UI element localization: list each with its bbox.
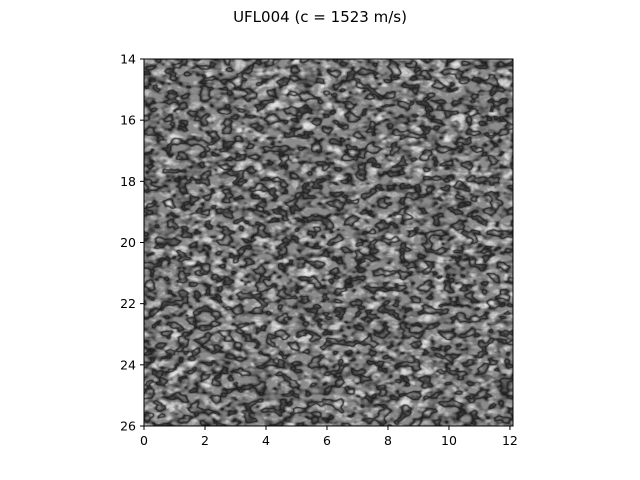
x-tick-label: 6 [323,433,331,448]
y-tick-label: 16 [120,113,136,128]
x-tick-label: 0 [140,433,148,448]
plot-area [144,59,513,426]
x-tick-label: 4 [262,433,270,448]
x-tick-label: 2 [201,433,209,448]
speckle-image [144,59,513,426]
x-tick-label: 10 [441,433,457,448]
y-tick-label: 20 [120,235,136,250]
y-tick-label: 14 [120,52,136,67]
y-tick-label: 24 [120,357,136,372]
figure-title: UFL004 (c = 1523 m/s) [233,8,407,26]
y-tick-label: 22 [120,296,136,311]
y-tick-label: 18 [120,174,136,189]
x-tick-label: 12 [502,433,518,448]
y-tick-label: 26 [120,419,136,434]
y-axis-ticks: 14 16 18 20 22 24 26 [120,52,144,434]
x-axis-ticks: 0 2 4 6 8 10 12 [140,426,518,448]
x-tick-label: 8 [384,433,392,448]
